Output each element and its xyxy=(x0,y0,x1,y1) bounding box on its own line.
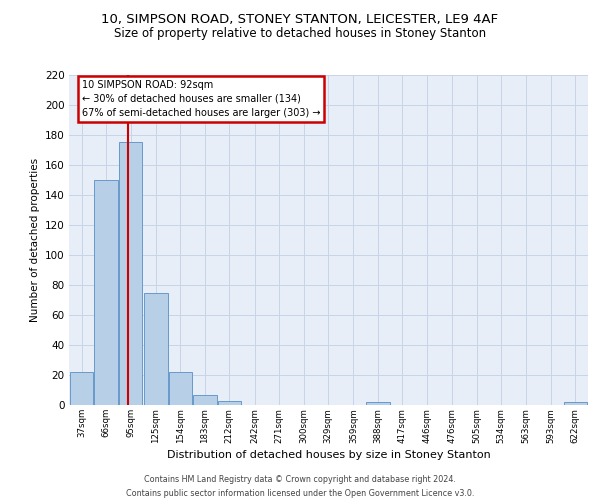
Bar xyxy=(169,372,192,405)
Bar xyxy=(94,180,118,405)
Text: Contains HM Land Registry data © Crown copyright and database right 2024.
Contai: Contains HM Land Registry data © Crown c… xyxy=(126,476,474,498)
Bar xyxy=(119,142,142,405)
Text: 10, SIMPSON ROAD, STONEY STANTON, LEICESTER, LE9 4AF: 10, SIMPSON ROAD, STONEY STANTON, LEICES… xyxy=(101,12,499,26)
Text: 10 SIMPSON ROAD: 92sqm
← 30% of detached houses are smaller (134)
67% of semi-de: 10 SIMPSON ROAD: 92sqm ← 30% of detached… xyxy=(82,80,320,118)
Bar xyxy=(563,402,587,405)
Bar xyxy=(218,400,241,405)
X-axis label: Distribution of detached houses by size in Stoney Stanton: Distribution of detached houses by size … xyxy=(167,450,490,460)
Bar xyxy=(144,292,168,405)
Text: Size of property relative to detached houses in Stoney Stanton: Size of property relative to detached ho… xyxy=(114,28,486,40)
Bar xyxy=(193,394,217,405)
Y-axis label: Number of detached properties: Number of detached properties xyxy=(29,158,40,322)
Bar xyxy=(366,402,389,405)
Bar xyxy=(70,372,94,405)
